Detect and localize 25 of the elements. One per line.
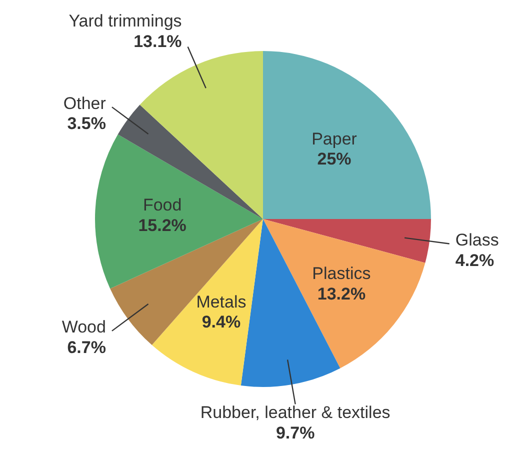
data-label: 9.7%	[276, 424, 315, 443]
data-label: 13.2%	[317, 284, 366, 304]
slice-label: Paper	[312, 129, 358, 148]
data-label: 13.1%	[134, 32, 182, 51]
data-label: 3.5%	[67, 114, 106, 134]
data-label: 15.2%	[138, 216, 186, 235]
slice-label: Glass	[455, 230, 499, 250]
pie-slice	[263, 219, 431, 263]
slice-label: Wood	[62, 318, 106, 337]
slice-label: Yard trimmings	[68, 11, 182, 30]
pie-slice	[263, 51, 431, 219]
slice-label: Other	[63, 94, 106, 113]
data-label: 6.7%	[67, 338, 106, 358]
pie-slice	[118, 104, 263, 219]
pie-slice	[263, 219, 426, 368]
slice-label: Rubber, leather & textiles	[200, 403, 390, 422]
data-label: 4.2%	[455, 250, 494, 270]
pie-slice	[95, 134, 263, 289]
pie-slice	[110, 219, 263, 346]
pie-slice	[140, 51, 263, 219]
slice-label: Plastics	[312, 264, 371, 283]
data-label: 9.4%	[202, 312, 241, 332]
slice-label: Food	[142, 196, 182, 215]
slice-label: Metals	[196, 292, 246, 312]
data-label: 25%	[317, 150, 352, 169]
